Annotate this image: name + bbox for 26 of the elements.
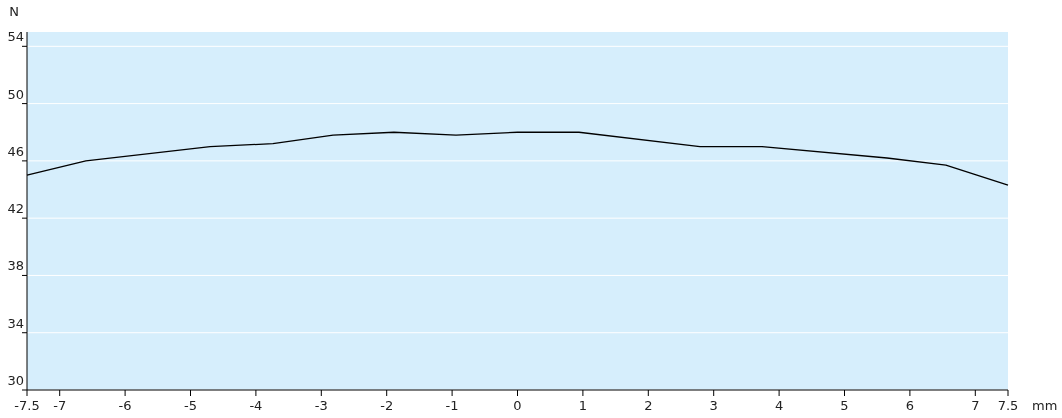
x-tick-label: 7.5 [997, 398, 1019, 413]
y-tick-label: 30 [7, 373, 24, 388]
x-tick-label: 3 [709, 398, 718, 413]
x-tick-label: 4 [774, 398, 784, 413]
y-tick-label: 46 [7, 143, 24, 159]
y-tick-label: 34 [7, 315, 24, 331]
y-tick-label: 42 [7, 201, 24, 217]
x-tick-label: -6 [118, 398, 132, 413]
x-tick-label: -7.5 [14, 398, 40, 413]
y-tick-label: 38 [7, 258, 24, 274]
x-tick-label: 5 [840, 398, 849, 413]
x-tick-label: 1 [578, 398, 588, 413]
x-tick-label: -5 [184, 398, 197, 413]
x-tick-label: -4 [249, 398, 263, 413]
x-tick-label: -1 [445, 398, 459, 413]
x-tick-label: 6 [905, 398, 915, 413]
y-axis-title: N [9, 4, 19, 19]
x-tick-label: -7 [53, 398, 67, 413]
x-tick-label: -2 [380, 398, 394, 413]
x-tick-label: 7 [971, 398, 980, 413]
y-tick-label: 54 [7, 29, 24, 45]
x-axis-title: mm [1032, 398, 1058, 413]
y-tick-label: 50 [7, 86, 24, 102]
x-tick-label: 0 [513, 398, 522, 413]
x-tick-label: -3 [314, 398, 328, 413]
x-tick-label: 2 [644, 398, 653, 413]
